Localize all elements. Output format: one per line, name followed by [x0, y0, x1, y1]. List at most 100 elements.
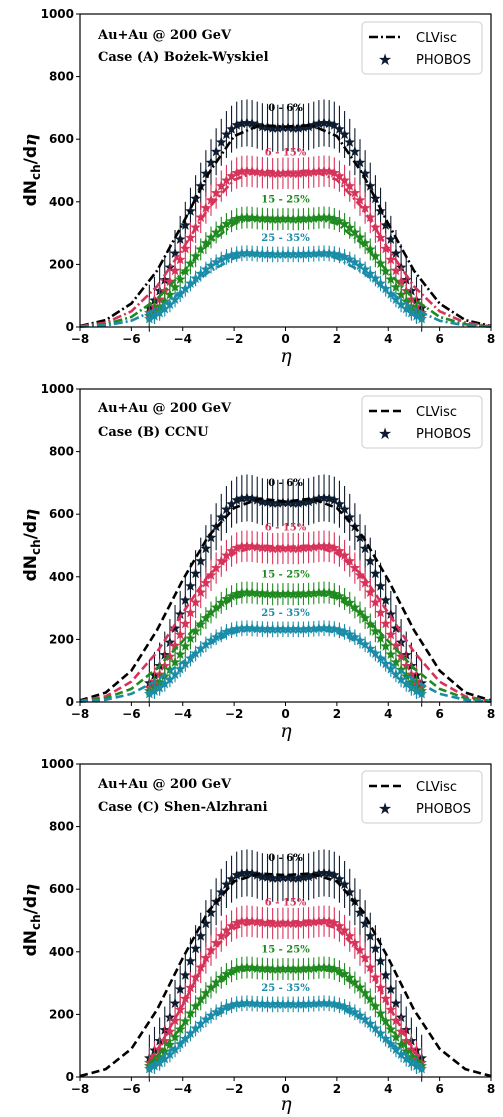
data-point	[246, 915, 258, 927]
data-point	[380, 640, 392, 651]
data-point	[333, 545, 345, 556]
model-curve-2	[148, 966, 423, 1064]
data-point	[328, 963, 340, 974]
data-point	[333, 498, 345, 509]
y-tick-label: 0	[66, 1070, 74, 1084]
panel-b-legend-box	[361, 395, 483, 449]
data-point	[200, 542, 212, 554]
data-point	[179, 992, 191, 1004]
model-curve-0	[79, 497, 492, 702]
data-point	[246, 867, 258, 879]
data-point	[246, 117, 258, 129]
data-point	[339, 549, 351, 561]
panel-b-ticks-layer: −8 −6 −4 −2 0 2 4 6 8 0 200 400 600 800 1000	[41, 382, 496, 721]
data-point	[380, 594, 392, 605]
data-point	[190, 971, 202, 983]
data-point	[200, 577, 212, 588]
data-point	[328, 494, 340, 505]
svg-text:dNch/dη: dNch/dη	[21, 509, 43, 582]
data-point	[364, 243, 376, 255]
panel-c-legend-data-label: PHOBOS	[416, 802, 471, 817]
panel-b-legend-data-label: PHOBOS	[416, 427, 471, 442]
data-point	[169, 656, 181, 667]
panel-a-legend-data-label: PHOBOS	[416, 53, 471, 68]
data-point	[385, 648, 397, 660]
data-point	[375, 632, 387, 644]
panel-c-series-layer: 0 - 6% 6 - 15% 15 - 25% 25 - 35%	[79, 849, 492, 1082]
x-tick-label: 0	[281, 707, 289, 721]
data-point	[246, 540, 258, 552]
centrality-label: 15 - 25%	[261, 569, 310, 580]
data-point	[215, 136, 227, 148]
data-point	[323, 867, 335, 879]
data-point	[344, 511, 356, 523]
data-point	[416, 1063, 428, 1074]
y-tick-label: 400	[49, 195, 74, 209]
centrality-label: 6 - 15%	[265, 147, 307, 158]
data-point	[174, 628, 186, 640]
data-point	[179, 969, 191, 980]
panel-b-x-axis-label: η	[280, 720, 292, 742]
data-point	[369, 272, 381, 284]
x-tick-label: 4	[384, 332, 392, 346]
data-point	[241, 117, 253, 128]
data-point	[349, 187, 361, 198]
data-point	[411, 1060, 422, 1071]
y-tick-label: 200	[49, 632, 74, 646]
panel-case-b: 0 - 6% 6 - 15% 15 - 25% 25 - 35% −8 −6 −4 −2 0 2…	[21, 382, 495, 742]
model-curve-0	[79, 872, 492, 1078]
y-tick-label: 800	[49, 445, 74, 459]
data-point	[190, 625, 202, 636]
data-point	[354, 569, 366, 580]
data-point	[190, 942, 202, 954]
model-curve-0	[79, 123, 492, 328]
data-point	[344, 930, 356, 941]
panel-a-series-layer: 0 - 6% 6 - 15% 15 - 25% 25 - 35%	[79, 99, 492, 332]
data-point	[200, 202, 212, 213]
data-point	[210, 187, 222, 198]
x-tick-label: 0	[281, 332, 289, 346]
panel-a-y-axis-label: dNch/dη	[21, 134, 43, 207]
data-point	[344, 180, 356, 191]
data-point	[179, 242, 191, 254]
centrality-label: 25 - 35%	[261, 983, 310, 994]
data-point	[210, 145, 222, 157]
data-point	[328, 213, 340, 224]
data-point	[375, 257, 387, 269]
data-point	[416, 313, 428, 324]
data-point	[220, 503, 232, 515]
y-tick-label: 800	[49, 820, 74, 834]
data-point	[323, 165, 335, 177]
panel-c-annotation-line2: Case (C) Shen-Alzhrani	[98, 800, 268, 815]
x-tick-label: 2	[333, 707, 341, 721]
data-point	[344, 222, 356, 233]
panel-a-legend-star-marker: ★	[378, 50, 392, 69]
phobos-series-0	[143, 474, 428, 707]
data-point	[174, 273, 186, 285]
data-point	[328, 542, 340, 553]
x-tick-label: 2	[333, 1082, 341, 1096]
model-curve-3	[79, 251, 492, 328]
data-point	[364, 180, 376, 191]
x-tick-label: 8	[487, 1082, 495, 1096]
x-tick-label: −2	[225, 707, 243, 721]
data-point	[375, 955, 387, 966]
phobos-series-3	[143, 620, 428, 702]
data-point	[179, 219, 191, 230]
panel-a-ticks-layer: −8 −6 −4 −2 0 2 4 6 8 0 200 400 600 800 1000	[41, 7, 496, 346]
panel-a-annotation-line2: Case (A) Bożek-Wyskiel	[98, 50, 269, 65]
data-point	[190, 567, 202, 579]
data-point	[174, 1003, 186, 1015]
x-tick-label: −8	[71, 332, 89, 346]
data-point	[246, 961, 258, 973]
panel-a-legend-box	[361, 21, 483, 75]
data-point	[349, 1006, 361, 1017]
panel-c-legend-model-label: CLVisc	[416, 780, 457, 795]
data-point	[390, 264, 402, 276]
x-tick-label: −8	[71, 1082, 89, 1096]
x-tick-label: −2	[225, 332, 243, 346]
panel-b-legend-model-label: CLVisc	[416, 405, 457, 420]
data-point	[179, 617, 191, 629]
panel-b-annotation-line1: Au+Au @ 200 GeV	[97, 401, 232, 416]
data-point	[354, 231, 366, 243]
